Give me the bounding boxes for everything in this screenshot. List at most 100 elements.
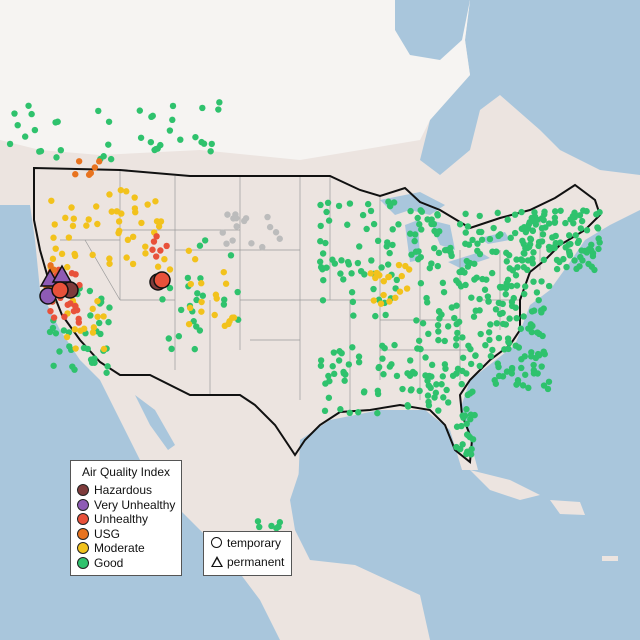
good-site — [560, 255, 567, 263]
moderate-site — [392, 294, 399, 301]
good-site — [169, 116, 176, 124]
good-site — [505, 338, 512, 346]
good-site — [462, 229, 469, 236]
usg-site — [96, 158, 103, 165]
aqi-legend: Air Quality Index Hazardous Very Unhealth… — [70, 460, 182, 576]
good-site — [476, 212, 483, 220]
good-site — [256, 523, 263, 531]
good-site — [459, 441, 466, 448]
good-site — [575, 237, 582, 245]
good-site — [486, 336, 493, 344]
good-site — [512, 342, 519, 349]
moderate-site — [71, 326, 79, 333]
good-site — [577, 225, 585, 232]
good-site — [370, 285, 377, 293]
good-site — [52, 330, 60, 337]
good-site — [215, 106, 222, 113]
good-site — [476, 295, 483, 303]
good-site — [357, 267, 365, 275]
good-site — [485, 329, 493, 336]
good-site — [50, 362, 57, 369]
good-site — [462, 240, 469, 247]
moderate-site — [142, 250, 149, 257]
moderate-site — [94, 313, 101, 320]
moderate-site — [380, 291, 387, 299]
moderate-site — [72, 345, 79, 352]
good-site — [381, 344, 388, 352]
good-site — [411, 231, 419, 238]
good-site — [320, 276, 327, 284]
moderate-site — [129, 233, 137, 241]
good-site — [28, 110, 35, 118]
good-site — [551, 214, 559, 221]
good-site — [442, 365, 449, 372]
good-site — [463, 431, 471, 438]
good-site — [504, 216, 511, 223]
good-site — [324, 199, 332, 207]
good-site — [416, 387, 423, 395]
good-site — [566, 250, 573, 257]
good-site — [513, 381, 520, 388]
good-site — [425, 398, 432, 406]
good-site — [463, 450, 470, 458]
good-site — [538, 309, 545, 316]
good-site — [458, 422, 465, 430]
good-site — [497, 231, 504, 238]
good-site — [507, 234, 514, 242]
good-site — [476, 362, 483, 370]
good-site — [384, 261, 392, 268]
good-site — [53, 154, 60, 161]
good-site — [322, 380, 329, 387]
moderate-site — [64, 263, 71, 271]
good-site — [56, 348, 63, 355]
no-data-site — [248, 240, 255, 247]
good-site — [441, 337, 448, 345]
good-site — [391, 341, 398, 349]
good-site — [540, 256, 548, 264]
good-site — [587, 246, 595, 254]
good-site — [177, 136, 184, 143]
moderate-site — [157, 218, 165, 225]
moderate-site — [185, 320, 193, 328]
good-site — [552, 232, 559, 240]
good-site — [87, 312, 94, 319]
type-row-permanent: permanent — [204, 553, 291, 570]
good-site — [517, 325, 525, 332]
good-site — [530, 361, 537, 369]
legend-title: Air Quality Index — [81, 465, 171, 479]
good-site — [364, 200, 372, 208]
good-site — [415, 337, 423, 344]
moderate-site — [94, 220, 101, 228]
moderate-site — [58, 250, 66, 258]
good-site — [435, 336, 442, 344]
good-site — [413, 317, 420, 324]
good-site — [329, 363, 336, 370]
good-site — [105, 141, 112, 148]
good-site — [579, 257, 586, 264]
good-site — [542, 224, 549, 231]
no-data-site — [276, 235, 283, 242]
good-site — [325, 394, 333, 401]
good-site — [435, 249, 443, 257]
legend-label: USG — [94, 526, 121, 541]
good-site — [487, 352, 495, 360]
good-site — [346, 200, 354, 207]
baja-land — [118, 385, 165, 475]
no-data-site — [242, 215, 250, 222]
good-site — [476, 250, 484, 258]
good-site — [393, 276, 401, 284]
good-site — [354, 259, 362, 267]
moderate-site — [385, 273, 393, 281]
good-site — [317, 357, 325, 364]
good-site — [346, 409, 353, 417]
good-site — [355, 409, 362, 416]
good-site — [552, 239, 560, 247]
good-site — [349, 344, 356, 351]
good-site — [404, 402, 411, 409]
good-site — [337, 270, 344, 277]
good-site — [522, 244, 529, 252]
good-site — [379, 355, 386, 362]
good-site — [198, 138, 205, 146]
good-site — [97, 330, 104, 338]
